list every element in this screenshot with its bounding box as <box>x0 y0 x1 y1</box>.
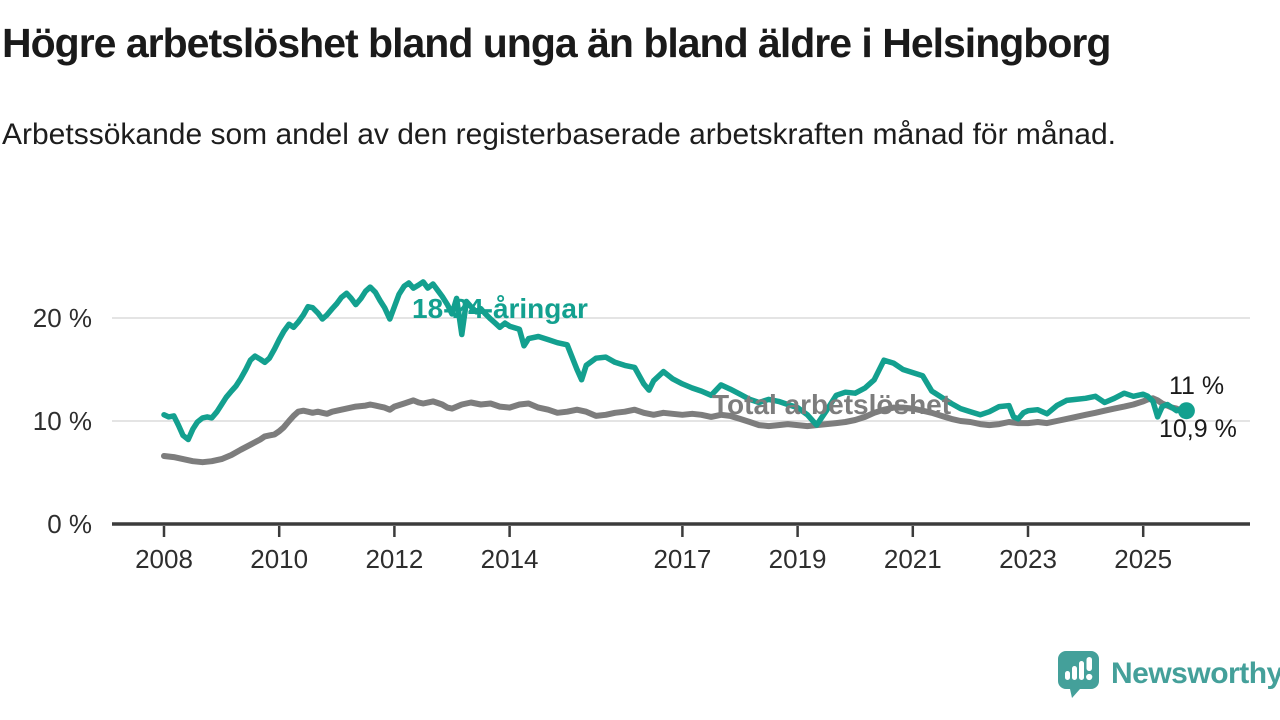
x-tick-label: 2019 <box>769 544 827 574</box>
series-label-total: Total arbetslöshet <box>712 389 952 420</box>
chart-subtitle: Arbetssökande som andel av den registerb… <box>2 118 1116 151</box>
series-label-young: 18-24-åringar <box>412 293 588 324</box>
x-tick-label: 2017 <box>653 544 711 574</box>
x-tick-label: 2008 <box>135 544 193 574</box>
chart-title: Högre arbetslöshet bland unga än bland ä… <box>2 20 1111 66</box>
x-tick-label: 2012 <box>365 544 423 574</box>
x-tick-label: 2023 <box>999 544 1057 574</box>
end-value-label-total: 10,9 % <box>1159 415 1237 443</box>
x-tick-label: 2010 <box>250 544 308 574</box>
newsworthy-wordmark: Newsworthy <box>1111 657 1280 690</box>
newsworthy-logo: Newsworthy <box>1056 649 1280 699</box>
chart-canvas: 0 % 10 % 20 % 2008 2010 2012 2014 2017 2019 2021 2… <box>33 279 1250 574</box>
series-line <box>161 279 1190 443</box>
x-tick-label: 2021 <box>884 544 942 574</box>
bar-chart-speech-bubble-icon <box>1058 651 1099 698</box>
series-end-dot <box>1177 402 1195 420</box>
y-tick-label: 10 % <box>33 406 92 436</box>
x-tick-label: 2025 <box>1114 544 1172 574</box>
x-tick-label: 2014 <box>481 544 539 574</box>
end-value-label-young: 11 % <box>1169 372 1225 400</box>
series-line <box>161 395 1190 466</box>
y-tick-label: 20 % <box>33 303 92 333</box>
y-tick-label: 0 % <box>47 509 92 539</box>
